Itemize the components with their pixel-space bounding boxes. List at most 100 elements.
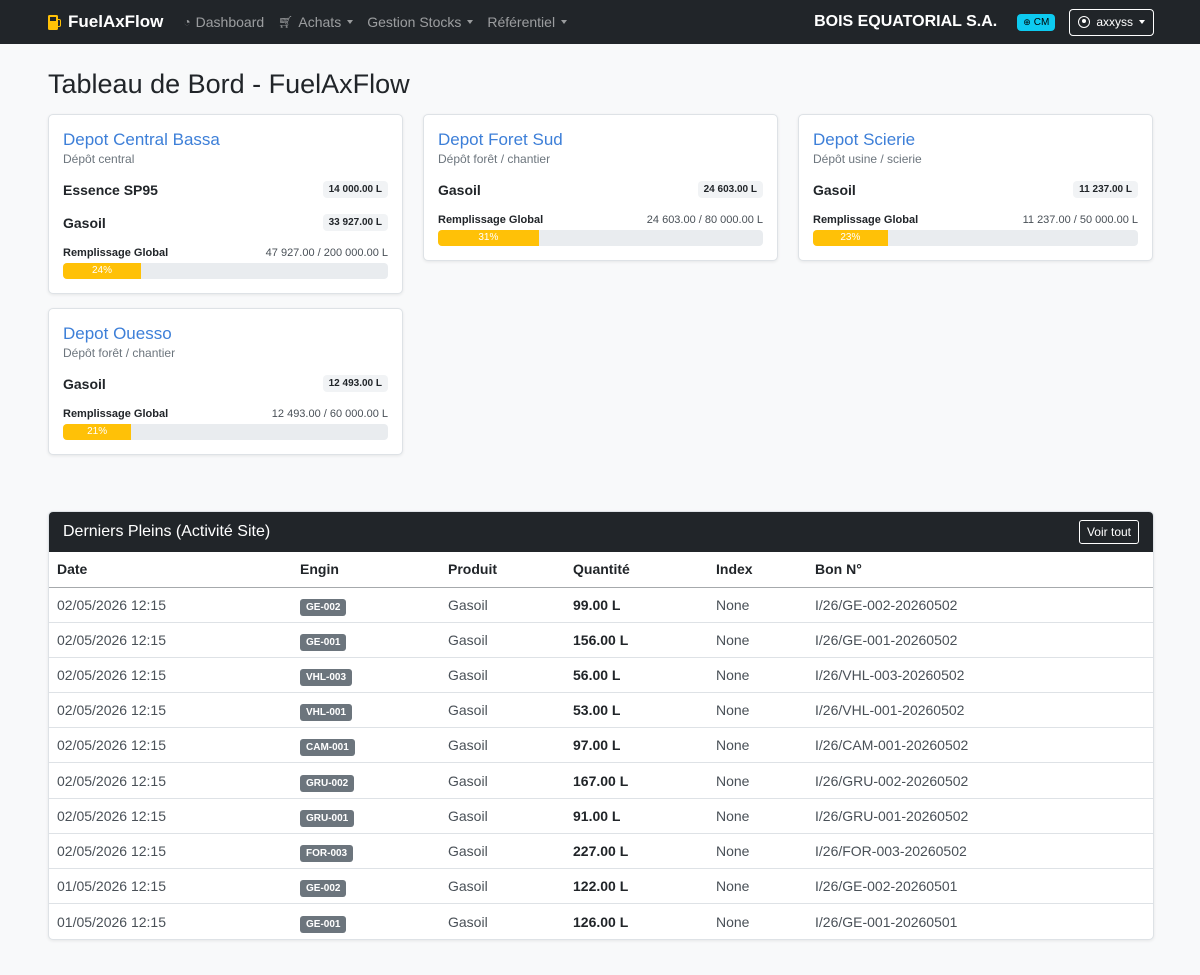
cell-date: 02/05/2026 12:15: [49, 587, 292, 623]
dashboard-gauge-icon: ◔: [183, 15, 191, 29]
fill-progress: 24%: [63, 263, 388, 279]
table-row: 02/05/2026 12:15 VHL-001 Gasoil 53.00 L …: [49, 692, 1153, 729]
cell-bon: I/26/GE-002-20260502: [807, 587, 1153, 623]
nav-item-dashboard[interactable]: ◔ Dashboard: [183, 14, 264, 30]
engin-badge: CAM-001: [300, 739, 355, 757]
table-row: 01/05/2026 12:15 GE-001 Gasoil 126.00 L …: [49, 904, 1153, 939]
nav-item-referentiel[interactable]: Référentiel: [487, 14, 568, 30]
derniers-pleins-header: Derniers Pleins (Activité Site) Voir tou…: [49, 512, 1153, 552]
engin-badge: VHL-003: [300, 668, 353, 686]
cell-bon: I/26/FOR-003-20260502: [807, 833, 1153, 870]
column-header-index[interactable]: Index: [708, 552, 807, 588]
cell-produit: Gasoil: [440, 762, 565, 799]
cell-date: 02/05/2026 12:15: [49, 833, 292, 870]
product-name: Gasoil: [813, 181, 856, 198]
caret-down-icon: [1139, 20, 1145, 24]
fill-value: 11 237.00 / 50 000.00 L: [1022, 214, 1138, 226]
cell-quantite: 53.00 L: [565, 692, 708, 729]
cell-date: 02/05/2026 12:15: [49, 762, 292, 799]
pleins-table: Date Engin Produit Quantité Index Bon N°…: [49, 552, 1153, 939]
cell-index: None: [708, 692, 807, 729]
cell-date: 01/05/2026 12:15: [49, 868, 292, 905]
cell-produit: Gasoil: [440, 868, 565, 905]
cell-quantite: 97.00 L: [565, 727, 708, 764]
cell-index: None: [708, 657, 807, 694]
cell-produit: Gasoil: [440, 622, 565, 658]
product-name: Gasoil: [63, 214, 106, 231]
username: axxyss: [1096, 15, 1133, 29]
engin-badge: GRU-001: [300, 809, 355, 827]
cell-quantite: 227.00 L: [565, 833, 708, 870]
depot-card: Depot Ouesso Dépôt forêt / chantier Gaso…: [48, 308, 403, 455]
depot-card: Depot Foret Sud Dépôt forêt / chantier G…: [423, 114, 778, 261]
depot-name-link[interactable]: Depot Central Bassa: [63, 130, 220, 149]
depot-card: Depot Scierie Dépôt usine / scierie Gaso…: [798, 114, 1153, 261]
cell-bon: I/26/GRU-001-20260502: [807, 798, 1153, 834]
nav-menu: ◔ Dashboard 🛒︎ Achats Gestion Stocks Réf…: [183, 14, 581, 30]
cell-engin: GE-001: [292, 622, 440, 658]
fill-row: Remplissage Global 12 493.00 / 60 000.00…: [63, 408, 388, 420]
cart-icon: 🛒︎: [278, 15, 294, 29]
cell-date: 01/05/2026 12:15: [57, 913, 166, 930]
cell-bon: I/26/VHL-001-20260502: [807, 692, 1153, 729]
cell-date: 02/05/2026 12:15: [49, 692, 292, 729]
cell-produit: Gasoil: [440, 587, 565, 623]
depot-name-link[interactable]: Depot Scierie: [813, 130, 916, 149]
engin-badge: GE-002: [300, 598, 347, 616]
column-header-quantite[interactable]: Quantité: [565, 552, 708, 588]
depot-type: Dépôt forêt / chantier: [438, 152, 551, 166]
cell-bon: I/26/GRU-002-20260502: [807, 762, 1153, 799]
country-badge: ⊕ CM: [1017, 13, 1056, 31]
fill-label: Remplissage Global: [813, 214, 919, 226]
engin-badge: FOR-003: [300, 844, 354, 862]
product-qty-badge: 24 603.00 L: [697, 181, 763, 198]
column-header-engin[interactable]: Engin: [292, 552, 440, 588]
cell-produit: Gasoil: [448, 913, 488, 930]
depot-name-link[interactable]: Depot Foret Sud: [438, 130, 563, 149]
cell-bon: I/26/GE-002-20260501: [807, 868, 1153, 905]
product-row: Gasoil 33 927.00 L: [63, 214, 388, 231]
column-header-produit[interactable]: Produit: [440, 552, 565, 588]
cell-engin: GE-002: [292, 868, 440, 905]
caret-down-icon: [347, 20, 354, 24]
table-row: 02/05/2026 12:15 GE-002 Gasoil 99.00 L N…: [49, 587, 1153, 623]
cell-quantite: 122.00 L: [565, 868, 708, 905]
depot-cards: Depot Central Bassa Dépôt central Essenc…: [48, 114, 1154, 455]
product-row: Gasoil 11 237.00 L: [813, 181, 1138, 198]
fill-label: Remplissage Global: [438, 214, 544, 226]
fill-progress-bar: 31%: [438, 230, 539, 246]
engin-badge: VHL-001: [300, 704, 353, 722]
column-header-bon[interactable]: Bon N°: [807, 552, 1153, 588]
table-row: 02/05/2026 12:15 GE-001 Gasoil 156.00 L …: [49, 622, 1153, 658]
cell-quantite: 126.00 L: [573, 913, 629, 930]
cell-quantite: 99.00 L: [565, 587, 708, 623]
fill-progress: 23%: [813, 230, 1138, 246]
depot-type: Dépôt usine / scierie: [813, 152, 922, 166]
cell-bon: I/26/CAM-001-20260502: [807, 727, 1153, 764]
cell-date: 02/05/2026 12:15: [49, 622, 292, 658]
table-row: 02/05/2026 12:15 FOR-003 Gasoil 227.00 L…: [49, 833, 1153, 870]
column-header-date[interactable]: Date: [49, 552, 292, 588]
cell-produit: Gasoil: [440, 727, 565, 764]
cell-index: None: [708, 762, 807, 799]
fill-progress: 21%: [63, 424, 388, 440]
cell-produit: Gasoil: [440, 798, 565, 834]
engin-badge: GRU-002: [300, 774, 355, 792]
user-menu-button[interactable]: axxyss: [1069, 8, 1154, 36]
product-qty-badge: 12 493.00 L: [322, 375, 388, 392]
nav-item-label: Dashboard: [195, 14, 265, 30]
cell-index: None: [708, 622, 807, 658]
depot-name-link[interactable]: Depot Ouesso: [63, 324, 172, 343]
nav-item-gestion-stocks[interactable]: Gestion Stocks: [367, 14, 474, 30]
voir-tout-button[interactable]: Voir tout: [1078, 520, 1139, 544]
fill-row: Remplissage Global 11 237.00 / 50 000.00…: [813, 214, 1138, 226]
nav-item-achats[interactable]: 🛒︎ Achats: [278, 14, 354, 30]
product-row: Essence SP95 14 000.00 L: [63, 181, 388, 198]
cell-engin: VHL-003: [292, 657, 440, 694]
brand-link[interactable]: FuelAxFlow: [48, 12, 163, 32]
product-name: Gasoil: [63, 375, 106, 392]
user-circle-icon: [1078, 16, 1091, 28]
cell-bon: I/26/GE-001-20260502: [807, 622, 1153, 658]
table-row: 02/05/2026 12:15 VHL-003 Gasoil 56.00 L …: [49, 657, 1153, 694]
cell-quantite: 167.00 L: [565, 762, 708, 799]
